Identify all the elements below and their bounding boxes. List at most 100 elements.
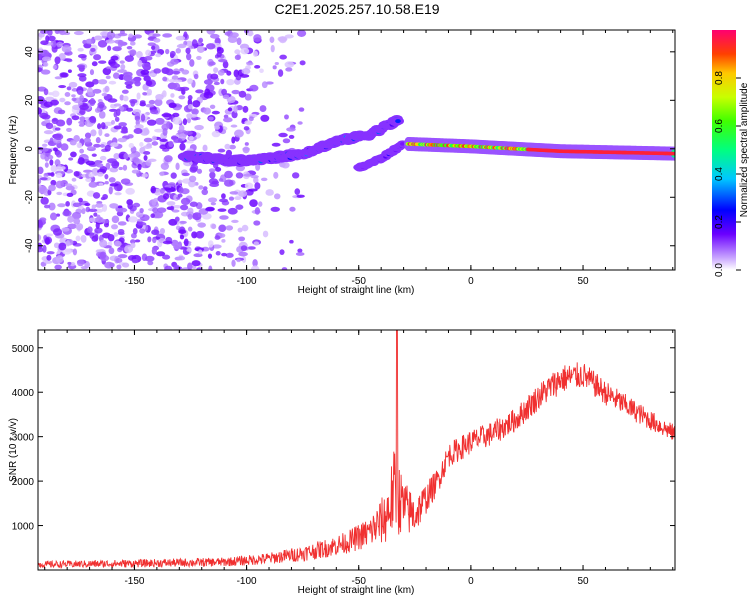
noise-blob (96, 172, 104, 177)
noise-blob (79, 116, 86, 122)
noise-blob (164, 155, 173, 163)
noise-blob (56, 191, 63, 196)
noise-blob (222, 60, 229, 69)
noise-blob (274, 61, 279, 66)
noise-blob (84, 202, 91, 207)
noise-blob (50, 172, 55, 177)
noise-blob (75, 223, 84, 231)
noise-blob (113, 103, 122, 107)
noise-blob (222, 94, 230, 100)
noise-blob (260, 114, 270, 122)
noise-blob (203, 91, 214, 99)
snr-ticks: -150 -100 -50 0 50 1000 2000 3000 4000 5000 (12, 330, 675, 587)
noise-blob (197, 222, 206, 228)
noise-blob (107, 98, 118, 103)
noise-blob (211, 223, 217, 230)
noise-blob (178, 95, 186, 100)
noise-blob (73, 30, 84, 36)
noise-blob (118, 122, 127, 127)
noise-blob (71, 88, 78, 92)
noise-blob (124, 245, 134, 254)
noise-blob (112, 46, 122, 52)
noise-blob (123, 153, 129, 160)
noise-blob (187, 207, 194, 215)
noise-blob (211, 130, 221, 138)
noise-blob (170, 58, 179, 65)
noise-blob (208, 116, 214, 121)
noise-blob (46, 254, 52, 261)
noise-blob (279, 249, 285, 255)
noise-blob (128, 143, 135, 149)
noise-blob (225, 252, 234, 258)
noise-blob (148, 99, 156, 105)
noise-blob (147, 42, 156, 47)
noise-blob (58, 53, 66, 61)
noise-blob (179, 220, 187, 224)
noise-blob (117, 207, 128, 213)
noise-blob (206, 43, 216, 50)
noise-blob (84, 132, 92, 139)
noise-blob (58, 85, 67, 89)
noise-blob (108, 177, 116, 183)
noise-blob (98, 111, 106, 119)
noise-blob (155, 117, 165, 125)
noise-blob (44, 119, 51, 123)
noise-blob (210, 33, 220, 39)
noise-blob (151, 135, 157, 142)
noise-blob (89, 115, 97, 123)
figure-title: C2E1.2025.257.10.58.E19 (274, 1, 439, 17)
noise-blob (196, 55, 202, 60)
noise-blob (64, 183, 73, 187)
noise-blob (233, 105, 238, 113)
noise-blob (248, 116, 254, 122)
noise-blob (56, 41, 64, 48)
noise-blob (187, 78, 193, 85)
noise-blob (108, 247, 115, 255)
noise-blob (247, 188, 258, 192)
noise-blob (224, 170, 233, 179)
colorbar-label: Normalized spectral amplitude (739, 82, 750, 217)
noise-blob (207, 253, 213, 259)
noise-blob (61, 227, 70, 232)
noise-blob (191, 260, 201, 267)
noise-blob (79, 148, 85, 154)
noise-blob (244, 182, 254, 190)
noise-blob (62, 248, 72, 255)
noise-blob (55, 172, 63, 179)
noise-blob (243, 173, 253, 177)
noise-blob (165, 48, 170, 55)
noise-blob (89, 217, 96, 223)
noise-blob (291, 172, 300, 179)
noise-blob (254, 65, 261, 69)
x-tick-label: 0 (468, 276, 474, 287)
noise-blob (173, 137, 183, 143)
noise-blob (244, 93, 252, 101)
noise-blob (254, 207, 261, 215)
noise-blob (131, 258, 139, 264)
noise-blob (297, 248, 303, 253)
spectrogram-xlabel: Height of straight line (km) (298, 285, 415, 296)
noise-blob (221, 193, 226, 200)
noise-blob (181, 69, 190, 75)
noise-blob (38, 47, 43, 52)
noise-blob (206, 30, 216, 35)
noise-blob (146, 119, 157, 126)
noise-blob (201, 188, 209, 196)
noise-blob (85, 160, 96, 166)
noise-blob (87, 146, 94, 150)
noise-blob (77, 157, 85, 165)
noise-blob (105, 162, 111, 170)
noise-blob (99, 239, 108, 248)
noise-blob (127, 153, 136, 158)
noise-blob (98, 79, 108, 85)
noise-blob (120, 178, 131, 185)
noise-blob (271, 142, 281, 147)
noise-blob (281, 267, 288, 270)
noise-blob (143, 137, 153, 143)
noise-blob (184, 140, 194, 144)
noise-blob (88, 208, 98, 212)
noise-blob (91, 153, 97, 157)
noise-blob (243, 126, 250, 131)
noise-blob (77, 73, 87, 78)
noise-blob (153, 68, 162, 74)
